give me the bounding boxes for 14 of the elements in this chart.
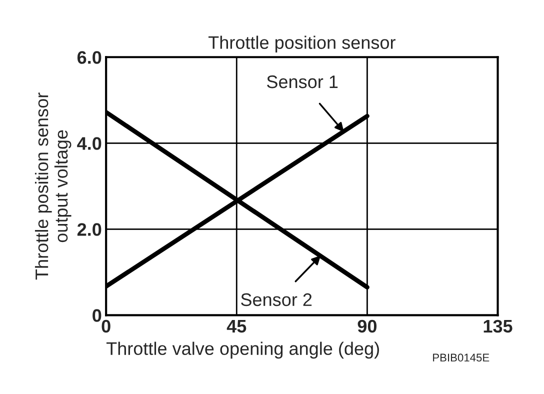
x-axis-title: Throttle valve opening angle (deg) [106, 342, 379, 359]
annotation: Sensor 1 [267, 75, 338, 88]
annotation: Sensor 2 [241, 293, 312, 306]
chart-title: Throttle position sensor [208, 36, 396, 53]
y-tick-label: 0 [92, 309, 102, 322]
x-tick-label: 90 [358, 320, 377, 333]
y-tick-label: 2.0 [77, 223, 102, 236]
text: PBIB0145E [433, 354, 490, 362]
y-tick-label: 6.0 [77, 51, 102, 64]
x-tick-label: 0 [102, 320, 110, 333]
y-axis-title: Throttle position sensor output voltage [34, 92, 72, 280]
x-tick-label: 45 [226, 320, 246, 333]
x-tick-label: 135 [484, 320, 512, 333]
y-tick-label: 4.0 [77, 137, 102, 150]
